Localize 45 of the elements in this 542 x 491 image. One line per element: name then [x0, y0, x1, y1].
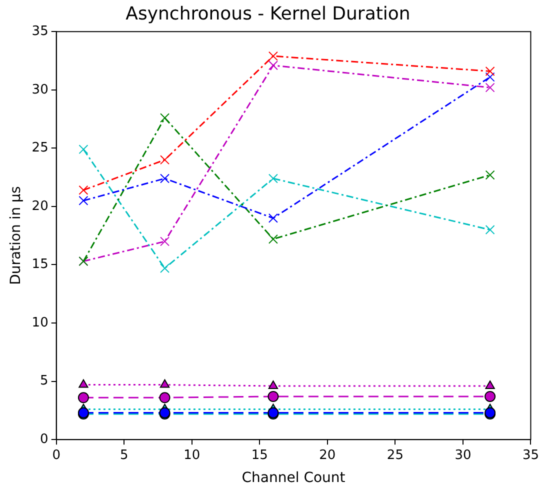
y-tick-label: 35 — [32, 24, 48, 39]
y-tick-label: 5 — [40, 374, 48, 389]
point — [160, 264, 170, 273]
point — [268, 60, 278, 70]
x-tick-label: 30 — [454, 448, 472, 463]
y-axis-title: Duration in µs — [8, 186, 24, 285]
y-tick-label: 30 — [32, 82, 48, 98]
point — [78, 392, 89, 404]
x-tick-label: 10 — [184, 448, 200, 463]
point — [268, 213, 278, 223]
point — [268, 380, 278, 389]
point — [159, 392, 170, 404]
x-tick-label: 20 — [319, 448, 336, 463]
y-tick-label: 0 — [40, 432, 48, 447]
x-tick-label: 25 — [386, 448, 404, 463]
point — [160, 174, 170, 184]
point — [78, 196, 88, 206]
point — [485, 225, 495, 235]
point — [485, 82, 495, 92]
point — [268, 51, 278, 61]
point — [484, 390, 496, 402]
x-tick-label: 15 — [251, 448, 268, 463]
x-tick-label: 35 — [522, 448, 539, 463]
point — [485, 66, 495, 76]
y-tick-label: 15 — [32, 257, 48, 272]
y-tick-label: 20 — [32, 198, 48, 214]
chart-title: Asynchronous - Kernel Duration — [126, 3, 410, 24]
point — [78, 185, 88, 195]
point — [268, 234, 278, 244]
x-tick-label: 0 — [52, 448, 60, 463]
point — [160, 379, 170, 388]
point — [160, 113, 170, 123]
point — [160, 155, 170, 165]
point — [485, 72, 495, 82]
point — [78, 379, 88, 388]
point — [78, 144, 88, 154]
x-tick-label: 5 — [120, 448, 128, 463]
point — [160, 236, 170, 246]
point — [268, 174, 278, 184]
y-tick-label: 25 — [32, 140, 48, 156]
point — [268, 390, 279, 402]
y-tick-label: 10 — [32, 315, 48, 330]
point — [485, 380, 495, 389]
x-axis-title: Channel Count — [242, 470, 346, 486]
point — [485, 170, 495, 180]
